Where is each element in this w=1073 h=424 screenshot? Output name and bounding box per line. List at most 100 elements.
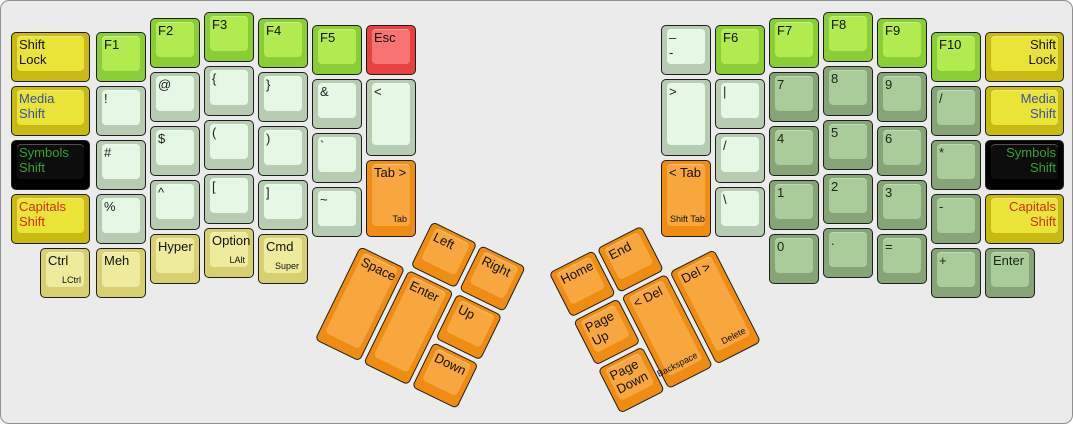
keycap-top-surface — [156, 76, 194, 111]
key-shift-lock-left[interactable]: Shift Lock — [11, 32, 90, 82]
key-num-2[interactable]: 2 — [823, 174, 873, 224]
key-label: 1 — [777, 185, 785, 200]
key-label: Page Up — [582, 308, 617, 349]
keycap-top-surface — [102, 144, 140, 179]
key-greater-than[interactable]: > — [661, 79, 711, 156]
keycap-top-surface — [318, 29, 356, 64]
key-label: ! — [104, 91, 108, 106]
key-less-than[interactable]: < — [366, 79, 416, 156]
key-caret[interactable]: ^ — [150, 180, 200, 230]
key-f9[interactable]: F9 — [877, 18, 927, 68]
keycap-top-surface — [264, 76, 302, 111]
key-num-9[interactable]: 9 — [877, 72, 927, 122]
key-symbols-shift-left[interactable]: Symbols Shift — [11, 140, 90, 190]
key-label: 2 — [831, 179, 839, 194]
keycap-top-surface — [937, 36, 975, 71]
key-label: ` — [320, 138, 325, 153]
keycap-top-surface — [991, 36, 1058, 71]
key-close-bracket[interactable]: ] — [258, 180, 308, 230]
key-label: < — [374, 84, 382, 99]
keycap-top-surface — [829, 16, 867, 51]
keycap-top-surface — [775, 238, 813, 273]
key-label: F3 — [212, 17, 228, 32]
key-num-3[interactable]: 3 — [877, 180, 927, 230]
key-num-plus[interactable]: + — [931, 248, 981, 298]
key-label: 8 — [831, 71, 839, 86]
key-backslash[interactable]: \ — [715, 187, 765, 237]
key-f5[interactable]: F5 — [312, 25, 362, 75]
key-num-1[interactable]: 1 — [769, 180, 819, 230]
key-symbols-shift-right[interactable]: Symbols Shift — [985, 140, 1064, 190]
key-hyper[interactable]: Hyper — [150, 234, 200, 284]
key-num-equals[interactable]: = — [877, 234, 927, 284]
key-tilde[interactable]: ~ — [312, 187, 362, 237]
keycap-top-surface — [318, 83, 356, 118]
key-shift-lock-right[interactable]: Shift Lock — [985, 32, 1064, 82]
key-esc[interactable]: Esc — [366, 25, 416, 75]
key-f4[interactable]: F4 — [258, 18, 308, 68]
key-sublabel: Super — [274, 261, 299, 271]
keycap-top-surface — [775, 184, 813, 219]
key-num-6[interactable]: 6 — [877, 126, 927, 176]
key-f3[interactable]: F3 — [204, 12, 254, 62]
key-num-5[interactable]: 5 — [823, 120, 873, 170]
key-sublabel: LCtrl — [61, 275, 81, 285]
keycap-top-surface — [883, 238, 921, 273]
key-open-bracket[interactable]: [ — [204, 174, 254, 224]
key-label: { — [212, 71, 217, 86]
key-f10[interactable]: F10 — [931, 32, 981, 82]
key-num-period[interactable]: . — [823, 228, 873, 278]
key-num-divide[interactable]: / — [931, 86, 981, 136]
key-num-4[interactable]: 4 — [769, 126, 819, 176]
key-at[interactable]: @ — [150, 72, 200, 122]
key-label: = — [885, 239, 893, 254]
key-dollar[interactable]: $ — [150, 126, 200, 176]
key-label: ^ — [158, 185, 165, 200]
key-label: Capitals Shift — [1009, 199, 1056, 229]
key-label: Shift Lock — [1028, 37, 1056, 67]
key-close-paren[interactable]: ) — [258, 126, 308, 176]
key-capitals-shift-right[interactable]: Capitals Shift — [985, 194, 1064, 244]
key-f1[interactable]: F1 — [96, 32, 146, 82]
key-ampersand[interactable]: & — [312, 79, 362, 129]
key-ctrl[interactable]: Ctrl LCtrl — [40, 248, 90, 298]
key-num-multiply[interactable]: * — [931, 140, 981, 190]
key-f6[interactable]: F6 — [715, 25, 765, 75]
key-backtick[interactable]: ` — [312, 133, 362, 183]
key-percent[interactable]: % — [96, 194, 146, 244]
key-num-7[interactable]: 7 — [769, 72, 819, 122]
key-meh[interactable]: Meh — [96, 248, 146, 298]
key-tab-forward[interactable]: Tab > Tab — [366, 160, 416, 237]
keycap-top-surface — [210, 124, 248, 159]
key-label: 5 — [831, 125, 839, 140]
key-tab-back[interactable]: < Tab Shift Tab — [661, 160, 711, 237]
keycap-top-surface — [829, 232, 867, 267]
keycap-top-surface — [46, 252, 84, 287]
key-label: 7 — [777, 77, 785, 92]
key-label: / — [723, 138, 727, 153]
key-f7[interactable]: F7 — [769, 18, 819, 68]
key-media-shift-right[interactable]: Media Shift — [985, 86, 1064, 136]
key-close-brace[interactable]: } — [258, 72, 308, 122]
key-label: 4 — [777, 131, 785, 146]
key-num-8[interactable]: 8 — [823, 66, 873, 116]
key-label: F7 — [777, 23, 793, 38]
key-option[interactable]: Option LAlt — [204, 228, 254, 278]
key-open-paren[interactable]: ( — [204, 120, 254, 170]
key-open-brace[interactable]: { — [204, 66, 254, 116]
key-capitals-shift-left[interactable]: Capitals Shift — [11, 194, 90, 244]
key-exclamation[interactable]: ! — [96, 86, 146, 136]
key-enter-right[interactable]: Enter — [985, 248, 1035, 298]
key-num-minus[interactable]: - — [931, 194, 981, 244]
key-label: # — [104, 145, 112, 160]
key-media-shift-left[interactable]: Media Shift — [11, 86, 90, 136]
key-f2[interactable]: F2 — [150, 18, 200, 68]
key-cmd[interactable]: Cmd Super — [258, 234, 308, 284]
key-num-0[interactable]: 0 — [769, 234, 819, 284]
key-pipe[interactable]: | — [715, 79, 765, 129]
key-dash-key[interactable]: – - — [661, 25, 711, 75]
key-hash[interactable]: # — [96, 140, 146, 190]
key-slash-mint[interactable]: / — [715, 133, 765, 183]
keycap-top-surface — [721, 137, 759, 172]
key-f8[interactable]: F8 — [823, 12, 873, 62]
